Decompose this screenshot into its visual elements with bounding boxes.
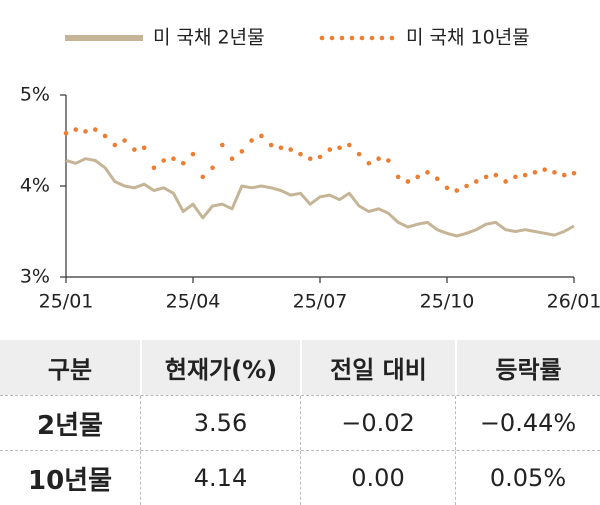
dot xyxy=(93,127,98,132)
dot xyxy=(327,147,333,152)
chart: 3% 4% 5% 25/01 25/04 25/07 25/10 26/01 미 국채 2년물 미… xyxy=(20,27,600,313)
dot xyxy=(151,165,157,171)
dot xyxy=(522,172,528,178)
dot xyxy=(532,170,538,175)
legend-swatch xyxy=(389,35,395,41)
y-tick-label: 4% xyxy=(20,175,50,197)
dot xyxy=(132,147,137,152)
dot xyxy=(200,174,206,180)
legend-swatch xyxy=(379,35,385,41)
dot xyxy=(454,188,460,193)
table-cell: −0.02 xyxy=(300,396,455,450)
line-2y xyxy=(65,157,575,238)
dot xyxy=(405,179,411,184)
dot xyxy=(278,145,284,151)
dot xyxy=(356,151,362,157)
dot xyxy=(474,179,479,184)
x-tick-label: 25/10 xyxy=(420,291,475,313)
table-cell: 10년물 xyxy=(27,465,113,496)
table-cell: 3.56 xyxy=(140,396,300,450)
dot xyxy=(161,158,166,163)
dot xyxy=(317,154,323,160)
dot xyxy=(259,133,264,139)
dot xyxy=(122,138,127,143)
dot xyxy=(229,156,235,161)
header-cell: 전일 대비 xyxy=(300,340,455,395)
table-cell: 0.00 xyxy=(300,451,455,505)
dot xyxy=(425,170,430,175)
header-cell: 등락률 xyxy=(455,340,600,395)
legend-label: 미 국채 2년물 xyxy=(153,27,265,49)
legend-swatch xyxy=(349,35,355,41)
dot xyxy=(337,145,342,151)
x-tick-label: 25/01 xyxy=(39,291,94,313)
dot xyxy=(288,147,293,152)
dot xyxy=(552,170,557,175)
dot xyxy=(444,185,450,191)
dot xyxy=(464,183,469,189)
dot xyxy=(180,160,186,166)
y-tick-label: 3% xyxy=(20,266,50,288)
dot xyxy=(434,176,440,182)
dot xyxy=(249,138,254,143)
dot xyxy=(483,174,489,180)
dot xyxy=(493,172,499,178)
y-tick-label: 5% xyxy=(20,84,50,106)
dot xyxy=(376,156,381,161)
table: 구분 현재가(%) 전일 대비 등락률 2년물 3.56 −0.02 −0.44% 10년물 4.… xyxy=(0,340,600,505)
dot xyxy=(83,129,88,134)
table-row: 구분 현재가(%) 전일 대비 등락률 xyxy=(0,340,600,395)
header-cell: 구분 xyxy=(47,356,93,384)
dot xyxy=(112,142,118,148)
x-tick-label: 25/04 xyxy=(166,291,221,313)
dot xyxy=(210,165,215,171)
legend-label: 미 국채 10년물 xyxy=(406,27,530,49)
dot xyxy=(503,179,508,184)
dot xyxy=(307,156,313,161)
table-row: 10년물 4.14 0.00 0.05% xyxy=(0,450,600,505)
dot xyxy=(268,142,274,148)
legend-swatch xyxy=(339,35,345,41)
legend-swatch xyxy=(319,35,325,41)
dot xyxy=(73,127,79,132)
dot xyxy=(513,174,518,180)
legend-swatch xyxy=(359,35,365,41)
dot xyxy=(542,167,547,172)
dot xyxy=(298,151,303,157)
x-tick-label: 26/01 xyxy=(547,291,600,313)
dot xyxy=(190,151,196,157)
dot xyxy=(141,145,147,151)
legend-swatch xyxy=(329,35,335,41)
dot xyxy=(571,170,577,176)
table-row: 2년물 3.56 −0.02 −0.44% xyxy=(0,395,600,450)
dot xyxy=(561,172,567,178)
dot xyxy=(386,158,391,163)
dot xyxy=(347,142,352,148)
header-cell: 현재가(%) xyxy=(140,340,300,395)
dot xyxy=(63,130,69,136)
table-cell: 0.05% xyxy=(455,451,600,505)
dot xyxy=(220,142,225,148)
dot xyxy=(171,156,176,161)
legend-swatch xyxy=(369,35,375,41)
dot xyxy=(366,160,372,166)
table-cell: 4.14 xyxy=(140,451,300,505)
table-cell: −0.44% xyxy=(455,396,600,450)
x-tick-label: 25/07 xyxy=(293,291,348,313)
table-cell: 2년물 xyxy=(37,410,103,441)
dot xyxy=(395,174,401,180)
dot xyxy=(415,174,420,180)
dot xyxy=(239,149,245,154)
dot xyxy=(102,133,108,139)
